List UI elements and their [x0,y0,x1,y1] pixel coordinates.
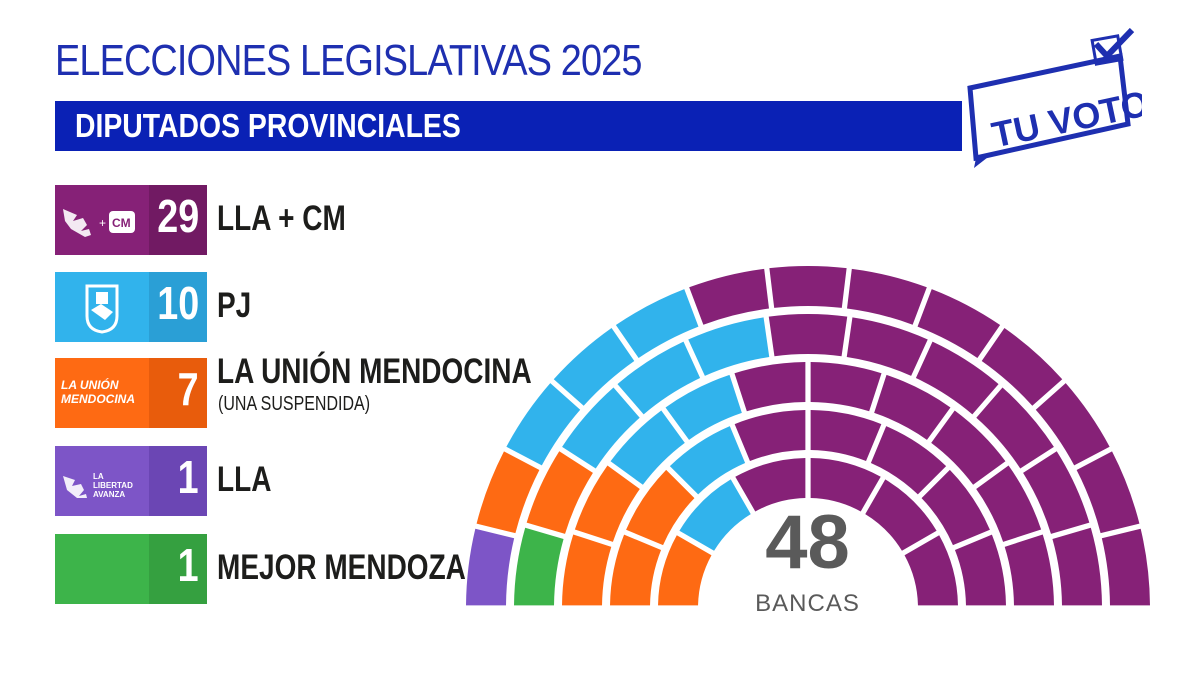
seat-pj [615,289,699,358]
seat-pj [553,328,635,406]
checkmark-icon [1093,28,1135,61]
seat-lla-cm [921,469,990,546]
seat-lla-cm [981,328,1063,406]
seat-lla-cm [768,314,848,357]
svg-text:+: + [99,216,106,230]
seat-lla-cm [1035,383,1110,466]
la-libertad-avanza-logo: LA LIBERTAD AVANZA [55,446,149,516]
party-name: PJ [217,286,252,325]
seat-lla-cm [734,362,806,412]
union-mendocina-logo: LA UNIÓN MENDOCINA [55,358,149,428]
seat-lla-cm [1076,451,1140,534]
seat-count: 10 [157,277,199,329]
shield-icon [85,284,119,334]
seat-lla-cm [865,479,937,551]
seat-count: 7 [178,363,199,415]
lla-cm-logo: + CM [55,185,149,255]
seat-lla-cm [931,410,1006,485]
seat-la-uni-n-mendocina [476,451,540,534]
party-name: MEJOR MENDOZA [217,548,466,587]
seat-lla-cm [847,268,927,325]
seat-lla [466,528,515,606]
checkbox-icon [1090,34,1124,66]
seat-count: 1 [178,451,199,503]
page-title: ELECCIONES LEGISLATIVAS 2025 [55,36,642,85]
seat-lla-cm [810,410,882,462]
legend-row-mejor-mendoza: 1 [55,534,207,604]
mejor-mendoza-logo [55,534,149,604]
seat-lla-cm [810,458,881,512]
seat-count: 29 [157,190,199,242]
seat-lla-cm [976,465,1042,542]
seat-lla-cm [917,289,1001,358]
seat-lla-cm [846,317,928,376]
legend-row-union-mendocina: LA UNIÓN MENDOCINA 7 [55,358,207,428]
seat-la-uni-n-mendocina [562,534,612,606]
union-mendocina-logo-text: LA UNIÓN MENDOCINA [61,378,135,406]
seat-pj [688,317,770,376]
seat-lla-cm [734,410,806,462]
seat-lla-cm [810,362,882,412]
lla-logo-text: LA LIBERTAD AVANZA [93,472,133,499]
seat-pj [506,383,581,466]
seat-lla-cm [1052,527,1102,606]
legend-row-lla-cm: + CM 29 [55,185,207,255]
seat-lla-cm [904,535,958,606]
party-note: (UNA SUSPENDIDA) [218,393,371,415]
seat-pj [562,387,640,469]
legend-row-lla: LA LIBERTAD AVANZA 1 [55,446,207,516]
total-seats-label: BANCAS [755,590,860,617]
party-name: LLA [217,460,272,499]
seat-pj [665,374,742,440]
seat-lla-cm [735,458,806,512]
pj-shield-logo [55,272,149,342]
eagle-icon [63,209,91,237]
seat-pj [679,479,751,551]
seat-la-uni-n-mendocina [574,465,640,542]
seat-lla-cm [915,341,999,415]
seat-pj [617,341,701,415]
seat-lla-cm [769,265,847,308]
seat-lla-cm [1101,528,1150,606]
party-name: LLA + CM [217,199,346,238]
seat-count: 1 [178,539,199,591]
total-seats: 48 [765,500,850,585]
seat-lla-cm [870,426,947,495]
seat-pj [669,426,746,495]
seat-lla-cm [976,387,1054,469]
subtitle: DIPUTADOS PROVINCIALES [75,107,461,144]
tu-voto-logo: TU VOTO [967,28,1142,168]
seat-lla-cm [1023,451,1090,534]
seat-pj [610,410,685,485]
seat-la-uni-n-mendocina [610,534,662,606]
legend-row-pj: 10 [55,272,207,342]
seat-la-uni-n-mendocina [658,535,712,606]
seat-lla-cm [1004,534,1054,606]
cm-logo-text: CM [112,216,131,230]
seat-lla-cm [874,374,951,440]
seat-lla-cm [689,268,769,325]
eagle-icon [63,476,87,498]
seat-mejor-mendoza [514,527,564,606]
subtitle-bar: DIPUTADOS PROVINCIALES [55,101,962,151]
seat-la-uni-n-mendocina [626,469,695,546]
party-name: LA UNIÓN MENDOCINA [217,352,532,391]
seat-la-uni-n-mendocina [526,451,593,534]
seat-lla-cm [954,534,1006,606]
